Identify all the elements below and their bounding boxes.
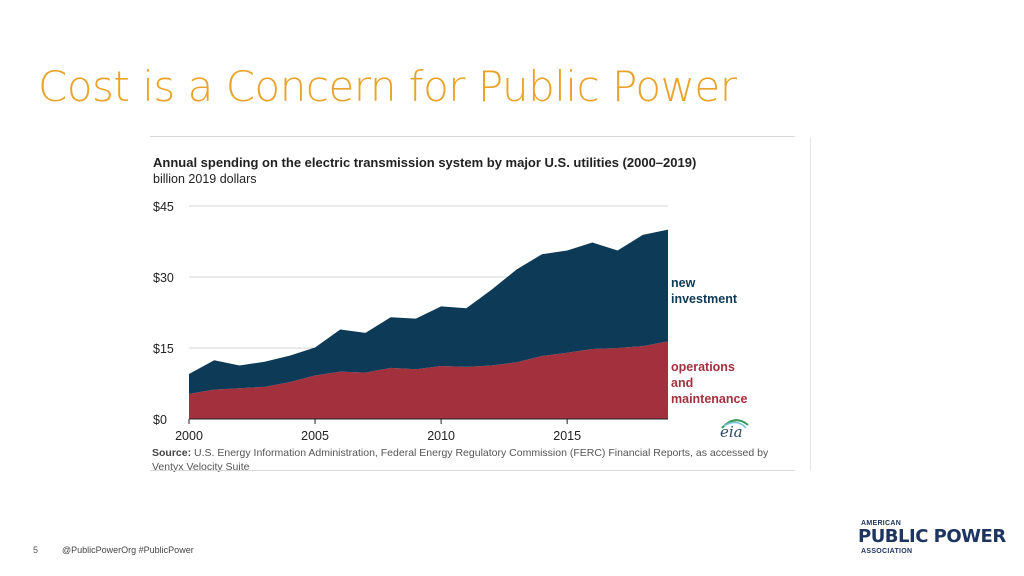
logo-main-text: PUBLIC POWER <box>858 526 1006 547</box>
y-tick-label: $45 <box>153 200 174 214</box>
y-tick-label: $30 <box>153 271 174 285</box>
logo-top-text: AMERICAN <box>861 520 902 527</box>
chart-right-divider <box>810 137 811 471</box>
series-label: investment <box>671 292 738 306</box>
y-tick-label: $15 <box>153 342 174 356</box>
x-tick-label: 2005 <box>301 429 329 443</box>
social-handle: @PublicPowerOrg #PublicPower <box>62 545 194 555</box>
chart-subtitle: billion 2019 dollars <box>153 172 257 186</box>
series-area-new-investment <box>189 229 668 394</box>
x-tick-label: 2015 <box>553 429 581 443</box>
page-number: 5 <box>33 545 39 555</box>
chart-bottom-divider <box>150 470 795 471</box>
series-label: new <box>671 276 696 290</box>
slide-title: Cost is a Concern for Public Power <box>38 62 737 111</box>
chart-title: Annual spending on the electric transmis… <box>153 155 697 170</box>
series-label: and <box>671 376 693 390</box>
logo-bottom-text: ASSOCIATION <box>861 548 913 555</box>
apppa-logo: AMERICAN PUBLIC POWER ASSOCIATION <box>858 520 1008 560</box>
series-label: operations <box>671 360 735 374</box>
source-label: Source: <box>152 447 192 459</box>
eia-logo-arc <box>723 421 747 429</box>
y-tick-label: $0 <box>153 413 167 427</box>
x-tick-label: 2000 <box>175 429 203 443</box>
eia-logo-text: eia <box>720 423 743 441</box>
eia-logo: eia <box>720 419 749 441</box>
series-area-operations-and-maintenance <box>189 341 668 419</box>
x-tick-label: 2010 <box>427 429 455 443</box>
series-label: maintenance <box>671 392 747 406</box>
chart-top-divider <box>150 136 795 137</box>
